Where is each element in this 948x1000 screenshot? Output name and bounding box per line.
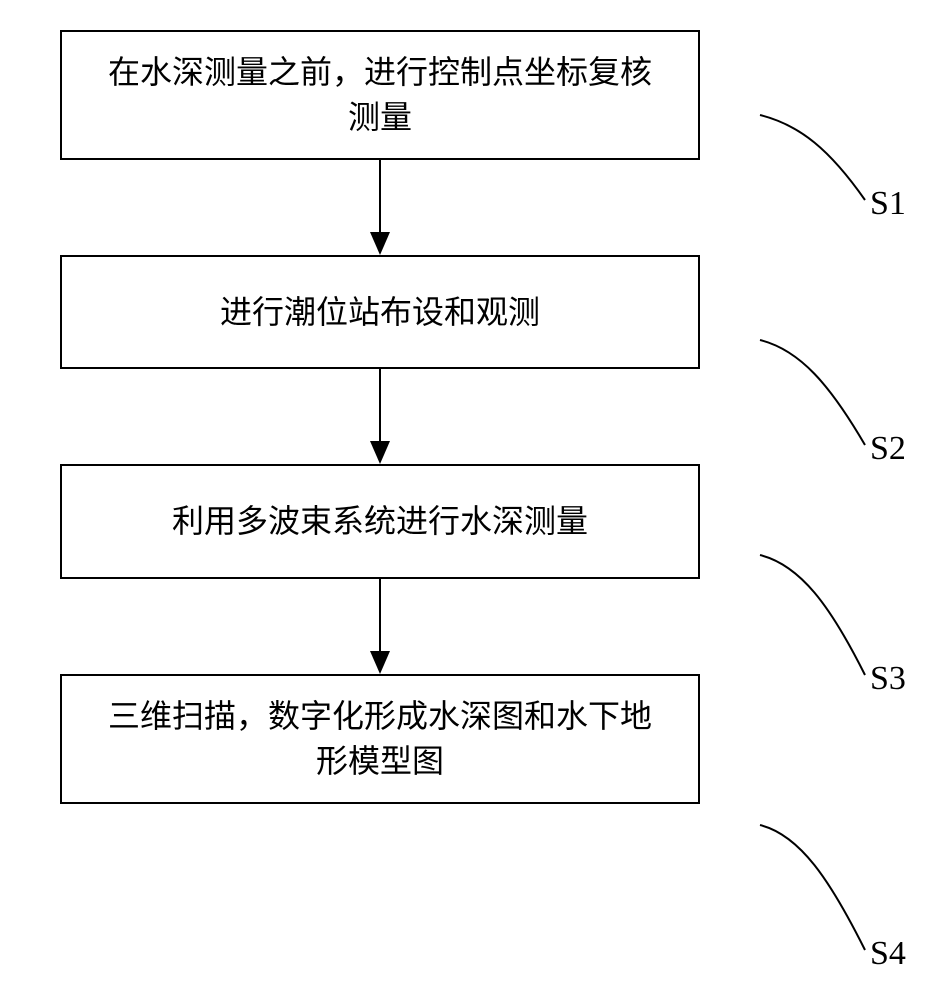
label-s4: S4 xyxy=(870,935,906,973)
label-s3: S3 xyxy=(870,660,906,698)
label-s2: S2 xyxy=(870,430,906,468)
label-s1: S1 xyxy=(870,185,906,223)
connector-s1 xyxy=(60,30,880,1000)
